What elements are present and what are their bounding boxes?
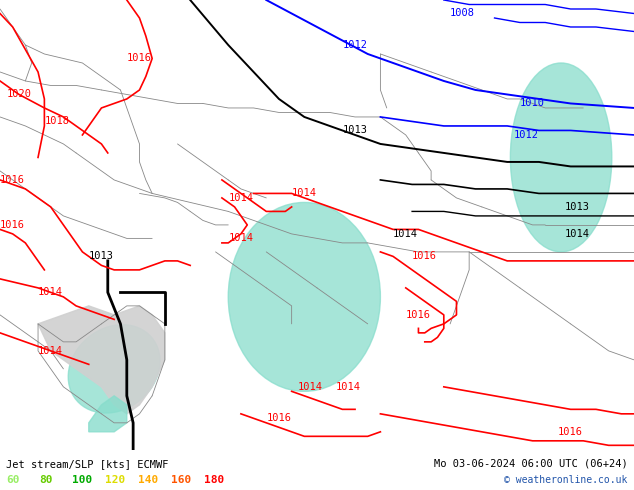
Text: 1014: 1014 (38, 346, 63, 356)
Text: 1010: 1010 (520, 98, 545, 108)
Text: 1014: 1014 (228, 193, 253, 203)
Text: 1016: 1016 (127, 53, 152, 64)
Text: 1012: 1012 (514, 130, 538, 140)
Text: 1018: 1018 (44, 117, 69, 126)
Text: © weatheronline.co.uk: © weatheronline.co.uk (504, 475, 628, 485)
Text: Jet stream/SLP [kts] ECMWF: Jet stream/SLP [kts] ECMWF (6, 459, 169, 468)
Ellipse shape (228, 202, 380, 392)
Text: 1014: 1014 (228, 233, 253, 244)
Ellipse shape (510, 63, 612, 252)
Ellipse shape (68, 325, 160, 413)
Text: 1016: 1016 (0, 220, 25, 230)
Polygon shape (89, 396, 127, 432)
Text: 1016: 1016 (406, 310, 430, 320)
Text: 80: 80 (39, 475, 53, 485)
Text: 1014: 1014 (336, 382, 361, 392)
Text: 1014: 1014 (38, 287, 63, 297)
Text: 1016: 1016 (266, 414, 291, 423)
Text: 1014: 1014 (298, 382, 323, 392)
Text: 1020: 1020 (6, 90, 31, 99)
Text: 120: 120 (105, 475, 126, 485)
Text: 60: 60 (6, 475, 20, 485)
Polygon shape (38, 306, 165, 414)
Text: 1013: 1013 (342, 125, 367, 135)
Text: 1016: 1016 (558, 427, 583, 437)
Text: 1013: 1013 (89, 251, 113, 261)
Text: 1012: 1012 (342, 40, 367, 50)
Text: 1014: 1014 (292, 189, 316, 198)
Text: 160: 160 (171, 475, 191, 485)
Text: 1014: 1014 (393, 229, 418, 239)
Text: 1014: 1014 (564, 229, 589, 239)
Text: 1008: 1008 (450, 8, 475, 19)
Text: 100: 100 (72, 475, 93, 485)
Text: 1016: 1016 (0, 175, 25, 185)
Text: 1013: 1013 (564, 202, 589, 212)
Text: Mo 03-06-2024 06:00 UTC (06+24): Mo 03-06-2024 06:00 UTC (06+24) (434, 459, 628, 468)
Text: 1016: 1016 (412, 251, 437, 261)
Text: 180: 180 (204, 475, 224, 485)
Text: 140: 140 (138, 475, 158, 485)
